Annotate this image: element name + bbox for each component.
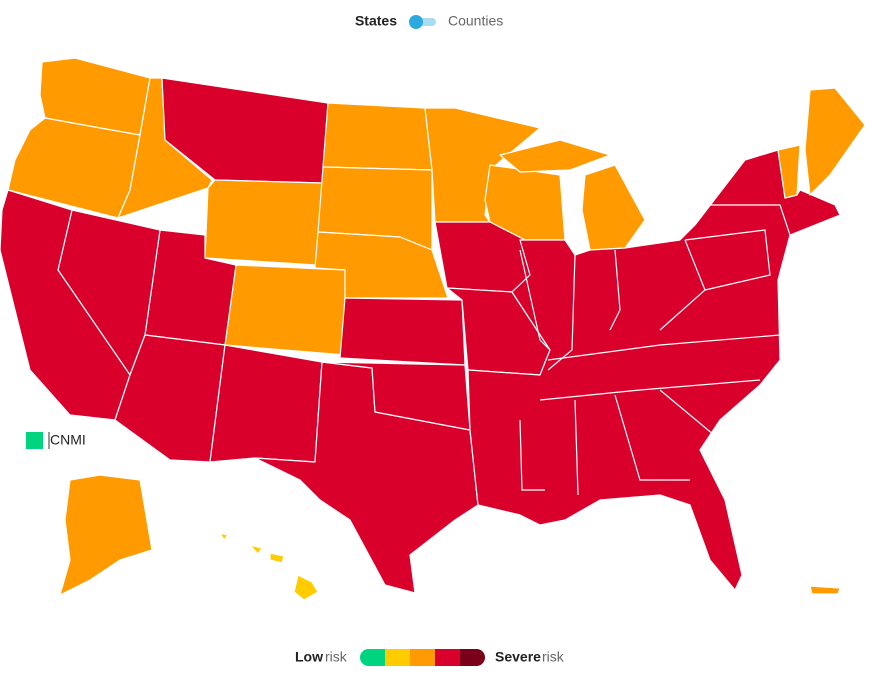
legend-high-suffix: risk (542, 649, 565, 665)
state-border (547, 254, 576, 371)
state (249, 544, 263, 555)
state-border (614, 394, 690, 481)
state (777, 144, 801, 199)
state-border (519, 419, 545, 491)
legend-low: Low (295, 649, 323, 665)
legend-low-suffix: risk (325, 649, 348, 665)
state-border (539, 379, 761, 401)
legend-swatch (360, 649, 385, 666)
state (339, 297, 466, 366)
state-border (547, 334, 781, 361)
toggle-knob[interactable] (409, 15, 423, 29)
state (321, 361, 471, 431)
territory-label: CNMI (50, 432, 86, 448)
state (224, 264, 346, 356)
state-border (519, 249, 551, 351)
legend-swatch (410, 649, 435, 666)
state (581, 164, 646, 251)
state (424, 107, 541, 223)
territory-swatch (26, 432, 43, 449)
state (219, 532, 229, 541)
state-border (609, 249, 621, 331)
state (293, 574, 319, 601)
legend-swatch (435, 649, 460, 666)
state-border (574, 399, 579, 496)
legend-high: Severe (495, 649, 541, 665)
state (209, 344, 323, 463)
state (467, 149, 841, 591)
toggle-inactive[interactable]: Counties (448, 13, 503, 29)
state (59, 474, 153, 596)
state (809, 585, 841, 595)
state-border (700, 204, 791, 236)
toggle[interactable]: States Counties (355, 13, 503, 29)
state (0, 189, 131, 421)
legend-swatch (460, 649, 485, 666)
legend-swatch (385, 649, 410, 666)
toggle-active[interactable]: States (355, 13, 397, 29)
state (204, 179, 323, 266)
state (804, 87, 866, 196)
state-border (659, 389, 721, 441)
legend: Low risk Severe risk (295, 649, 565, 666)
state (322, 102, 433, 171)
states (0, 57, 866, 601)
state-border (684, 229, 771, 291)
state (499, 139, 611, 173)
state (269, 552, 285, 564)
